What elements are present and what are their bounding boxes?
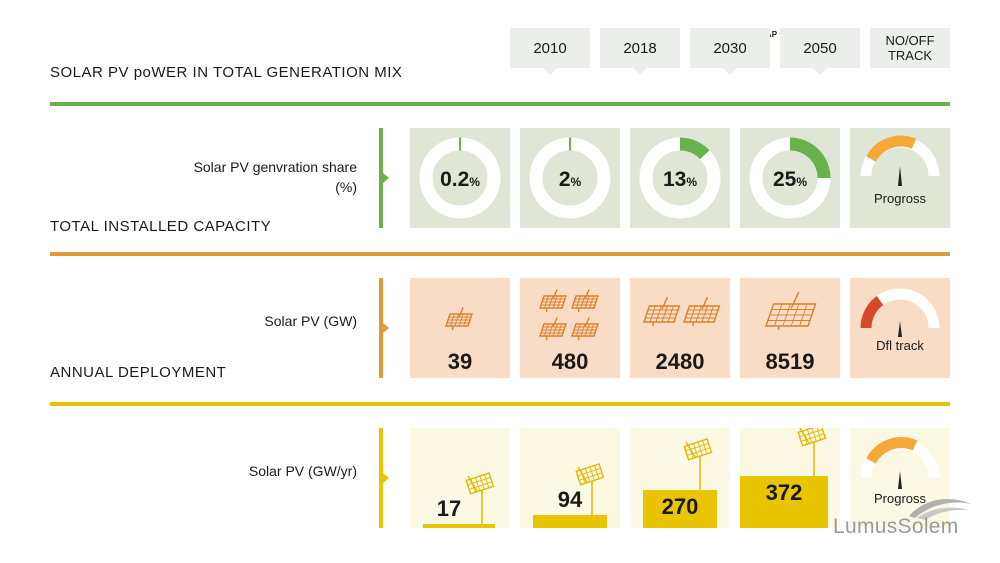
- solar-panels-icon: [643, 296, 721, 326]
- share-donut-2050: [749, 137, 831, 219]
- deployment-rule: [50, 402, 950, 406]
- deployment-gauge-icon: [860, 437, 940, 489]
- share-status-label: Progross: [873, 191, 927, 206]
- capacity-card-2030: 2480: [630, 278, 730, 378]
- solar-panel-icon: [445, 307, 473, 330]
- capacity-row-label: Solar PV (GW): [264, 313, 357, 329]
- share-gauge-icon: [860, 135, 940, 186]
- deployment-title: ANNUAL DEPLOYMENT: [50, 364, 227, 381]
- share-value-2018: 2%: [558, 168, 582, 191]
- year-tab-2018[interactable]: 2018: [600, 28, 680, 75]
- deployment-value-2018: 94: [557, 487, 583, 512]
- share-value-2050: 25%: [772, 168, 808, 191]
- solar-panel-large-icon: [765, 291, 817, 330]
- share-donut-2010: [419, 137, 501, 219]
- track-tab-line2: TRACK: [887, 48, 933, 63]
- capacity-value-2018: 480: [551, 349, 589, 374]
- deployment-row-label: Solar PV (GW/yr): [248, 463, 357, 479]
- deployment-value-2030: 270: [661, 494, 699, 519]
- deployment-bar-2030: [643, 490, 717, 528]
- share-card-2018: 2%: [520, 128, 620, 228]
- capacity-title: TOTAL INSTALLED CAPACITY: [50, 218, 272, 235]
- share-label-line2: (%): [335, 179, 357, 195]
- capacity-value-2010: 39: [447, 349, 473, 374]
- deployment-bar-2050: [740, 476, 828, 528]
- share-donut-2030: [639, 137, 721, 219]
- share-row-label: Solar PV genvration share (%): [194, 157, 357, 197]
- solar-tracker-icon: [465, 472, 495, 524]
- deployment-card-2010: 17: [410, 428, 510, 528]
- capacity-gauge-icon: [860, 288, 940, 337]
- capacity-card-2018: 480: [520, 278, 620, 378]
- capacity-value-2030: 2480: [655, 349, 705, 374]
- track-tab[interactable]: NO/OFF TRACK: [870, 28, 950, 68]
- share-card-2030: 13%: [630, 128, 730, 228]
- capacity-value-2050: 8519: [765, 349, 815, 374]
- capacity-status-card: Dfl track: [850, 278, 950, 378]
- capacity-rule: [50, 252, 950, 256]
- deployment-card-2030: 270: [630, 428, 730, 528]
- share-label-line1: Solar PV genvration share: [193, 159, 357, 175]
- share-value-2030: 13%: [662, 168, 698, 191]
- brand-swoosh-icon: [909, 499, 971, 520]
- deployment-status-label: Progross: [873, 491, 927, 506]
- page-title: SOLAR PV poWER IN TOTAL GENERATION MIX: [50, 64, 403, 81]
- deployment-bar-2010: [423, 524, 495, 528]
- solar-tracker-icon: [683, 438, 713, 490]
- share-status-card: Progross: [850, 128, 950, 228]
- solar-tracker-icon: [797, 428, 827, 476]
- capacity-card-2050: 8519: [740, 278, 840, 378]
- deployment-value-2050: 372: [765, 480, 803, 505]
- share-card-2010: 0.2%: [410, 128, 510, 228]
- share-donut-2018: [529, 137, 611, 219]
- year-tab-2030[interactable]: 2030: [690, 28, 770, 75]
- brand-logo: LumusSolem: [833, 515, 959, 538]
- deployment-marker: [379, 428, 389, 528]
- solar-tracker-icon: [575, 463, 605, 515]
- year-tab-2050[interactable]: 2050: [780, 28, 860, 75]
- remap-case-label: REMAP CASE: [747, 30, 803, 39]
- capacity-marker: [379, 278, 389, 378]
- capacity-card-2010: 39: [410, 278, 510, 378]
- share-marker: [379, 128, 389, 228]
- share-rule: [50, 102, 950, 106]
- track-tab-line1: NO/OFF: [885, 33, 935, 48]
- share-card-2050: 25%: [740, 128, 840, 228]
- capacity-status-label: Dfl track: [876, 338, 924, 353]
- deployment-bar-2018: [533, 515, 607, 528]
- deployment-card-2050: 372: [740, 428, 840, 528]
- share-value-2010: 0.2%: [440, 168, 480, 191]
- deployment-card-2018: 94: [520, 428, 620, 528]
- solar-panels-icon: [539, 289, 599, 340]
- deployment-value-2010: 17: [436, 496, 462, 521]
- year-tab-2010[interactable]: 2010: [510, 28, 590, 75]
